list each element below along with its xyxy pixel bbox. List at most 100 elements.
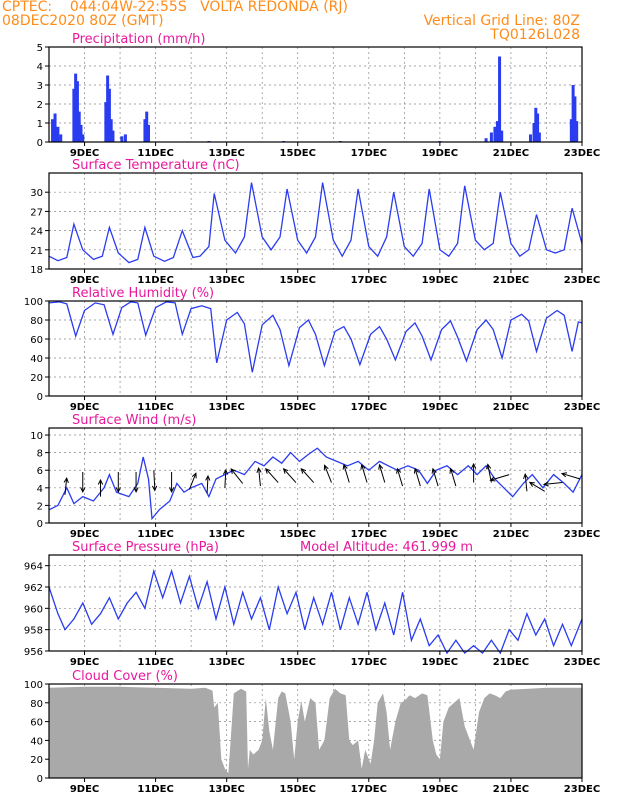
- wind-arrow-shaft: [224, 470, 227, 488]
- x-tick-label: 11DEC: [137, 657, 173, 668]
- precip-bar: [72, 88, 76, 142]
- header-line1: CPTEC: 044:04W-22:55S VOLTA REDONDA (RJ): [2, 0, 348, 15]
- chart-title: Surface Temperature (nC): [72, 158, 240, 173]
- wind-arrow-head: [489, 476, 496, 482]
- x-tick-label: 21DEC: [493, 275, 529, 286]
- wind-arrow-head: [230, 468, 236, 475]
- x-tick-label: 15DEC: [280, 402, 316, 413]
- x-tick-label: 17DEC: [351, 148, 387, 159]
- x-tick-label: 9DEC: [70, 529, 99, 540]
- y-tick-label: 4: [37, 484, 43, 495]
- wind-arrow: [168, 471, 175, 494]
- wind-arrow-head: [360, 463, 366, 470]
- precip-bar: [534, 107, 538, 142]
- wind-arrow-head: [256, 466, 262, 473]
- header-run-id: TQ0126L028: [490, 27, 580, 43]
- wind-arrow-head: [323, 464, 329, 471]
- wind-arrow-head: [528, 481, 535, 487]
- precip-bar: [495, 121, 499, 142]
- chart-title: Precipitation (mm/h): [72, 32, 205, 47]
- chart-panel-6: 0 20 40 60 80 100 9DEC 11DEC 13DEC 15DEC 17DEC 19DE…: [24, 669, 600, 795]
- wind-arrow: [115, 471, 121, 494]
- x-tick-label: 21DEC: [493, 402, 529, 413]
- wind-arrow-shaft: [524, 474, 528, 492]
- wind-arrow-shaft: [396, 468, 404, 487]
- y-tick-label: 30: [30, 188, 43, 199]
- y-tick-label: 100: [24, 297, 43, 308]
- y-tick-label: 80: [30, 316, 43, 327]
- x-tick-label: 21DEC: [493, 529, 529, 540]
- wind-arrow-shaft: [324, 465, 332, 483]
- wind-arrow-head: [431, 467, 437, 474]
- plot-frame: [48, 300, 583, 397]
- plot-area: [49, 428, 582, 523]
- x-tick-label: 9DEC: [70, 402, 99, 413]
- x-tick-label: 23DEC: [564, 402, 600, 413]
- x-tick-label: 23DEC: [564, 784, 600, 795]
- wind-arrow: [523, 472, 529, 492]
- y-tick-label: 0: [37, 774, 43, 785]
- wind-arrow: [449, 467, 457, 487]
- wind-arrow-shaft: [432, 468, 439, 487]
- cloud-cover-area: [49, 686, 582, 778]
- precip-bar: [79, 124, 83, 142]
- wind-arrow-shaft: [300, 468, 315, 483]
- y-tick-label: 40: [30, 736, 43, 747]
- wind-arrow: [542, 481, 563, 487]
- chart-panel-4: 0 2 4 6 8 10 9DEC 11DEC 13DEC 15DEC 17DEC 19DEC 21DE…: [30, 413, 600, 540]
- wind-arrow: [80, 471, 86, 494]
- wind-arrow: [188, 472, 197, 490]
- wind-arrow: [528, 481, 545, 492]
- x-tick-label: 23DEC: [564, 275, 600, 286]
- x-tick-label: 13DEC: [208, 657, 244, 668]
- wind-arrow-head: [151, 485, 158, 492]
- wind-arrow-head: [63, 476, 69, 483]
- y-tick-label: 21: [30, 246, 43, 257]
- precip-bar: [537, 132, 541, 142]
- wind-arrow: [205, 474, 211, 494]
- x-tick-label: 11DEC: [137, 275, 173, 286]
- x-tick-label: 21DEC: [493, 784, 529, 795]
- wind-arrow-head: [168, 487, 175, 494]
- precip-bar: [51, 119, 55, 142]
- precip-bar: [498, 56, 502, 142]
- wind-arrow-head: [115, 487, 121, 494]
- wind-arrow: [396, 467, 404, 487]
- precip-bar: [104, 102, 108, 142]
- precip-bar: [569, 119, 573, 142]
- y-tick-label: 27: [30, 207, 43, 218]
- precip-bar: [532, 123, 536, 142]
- wind-arrow: [489, 474, 510, 482]
- wind-arrow: [413, 467, 421, 487]
- x-tick-label: 19DEC: [422, 784, 458, 795]
- precip-bar: [75, 81, 79, 142]
- wind-arrow-shaft: [561, 473, 581, 480]
- x-tick-label: 19DEC: [422, 657, 458, 668]
- wind-arrow: [378, 463, 386, 483]
- wind-arrow-shaft: [543, 482, 563, 485]
- wind-arrow-head: [396, 467, 402, 474]
- precip-bar: [120, 136, 124, 142]
- y-tick-label: 60: [30, 718, 43, 729]
- wind-arrow-shaft: [258, 468, 261, 487]
- y-tick-label: 8: [37, 449, 43, 460]
- x-tick-label: 13DEC: [208, 402, 244, 413]
- wind-arrow-shaft: [343, 464, 350, 483]
- chart-title: Surface Wind (m/s): [72, 413, 196, 428]
- y-tick-label: 2: [37, 100, 43, 111]
- x-tick-label: 23DEC: [564, 657, 600, 668]
- y-tick-label: 956: [24, 647, 43, 658]
- precip-bar: [571, 85, 575, 142]
- y-tick-label: 0: [37, 138, 43, 149]
- x-tick-label: 11DEC: [137, 784, 173, 795]
- x-tick-label: 19DEC: [422, 529, 458, 540]
- y-tick-label: 3: [37, 81, 43, 92]
- wind-arrow: [282, 467, 297, 483]
- precip-bar: [109, 119, 113, 142]
- wind-arrow: [265, 467, 279, 483]
- x-tick-label: 15DEC: [280, 529, 316, 540]
- y-tick-label: 20: [30, 755, 43, 766]
- precip-bar: [59, 134, 63, 142]
- y-tick-label: 80: [30, 699, 43, 710]
- x-tick-label: 13DEC: [208, 148, 244, 159]
